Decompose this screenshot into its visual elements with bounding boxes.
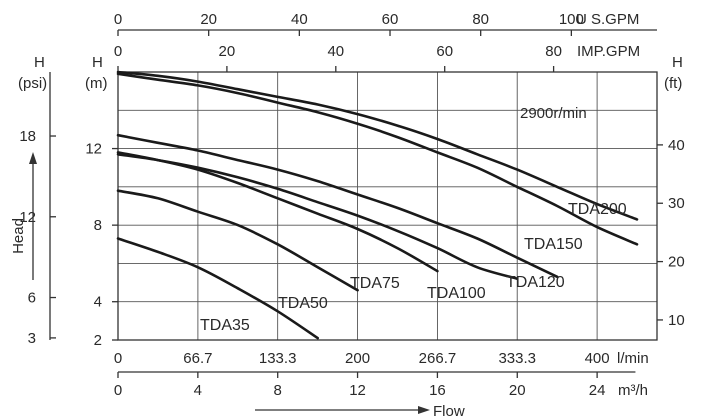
flow-axis-label: Flow <box>433 403 465 419</box>
curve-tda50 <box>116 189 359 292</box>
head-m-tick-label: 2 <box>94 332 102 349</box>
m3h-unit: m³/h <box>618 382 648 399</box>
impgpm-tick-label: 60 <box>436 43 453 60</box>
usgpm-tick-label: 80 <box>472 11 489 28</box>
impgpm-tick-label: 80 <box>545 43 562 60</box>
impgpm-tick-label: 40 <box>327 43 344 60</box>
curve-tda150 <box>116 72 639 246</box>
curve-label-tda200: TDA200 <box>568 201 627 218</box>
impgpm-tick-label: 0 <box>114 43 122 60</box>
lmin-tick-label: 133.3 <box>259 350 297 367</box>
head-m-tick-label: 4 <box>94 294 102 311</box>
ft-tick-label: 20 <box>668 254 685 271</box>
usgpm-tick-label: 20 <box>200 11 217 28</box>
flow-arrow-icon <box>418 406 430 414</box>
curve-label-tda120: TDA120 <box>506 274 565 291</box>
m3h-tick-label: 4 <box>194 382 202 399</box>
head-arrow-icon <box>29 152 37 164</box>
impgpm-tick-label: 20 <box>219 43 236 60</box>
lmin-tick-label: 200 <box>345 350 370 367</box>
ft-tick-label: 30 <box>668 195 685 212</box>
ft-tick-label: 40 <box>668 137 685 154</box>
flow-axis-name: Flow <box>255 403 465 419</box>
speed-note: 2900r/min <box>520 105 587 122</box>
usgpm-tick-label: 40 <box>291 11 308 28</box>
lmin-tick-label: 400 <box>585 350 610 367</box>
ft-tick-label: 10 <box>668 312 685 329</box>
curve-tda120 <box>116 133 559 279</box>
head-ft-unit: (ft) <box>664 75 682 92</box>
m3h-tick-label: 8 <box>274 382 282 399</box>
head-axis-label: Head <box>10 218 27 254</box>
lmin-tick-label: 266.7 <box>419 350 457 367</box>
psi-tick-label: 18 <box>19 128 36 145</box>
curve-label-tda100: TDA100 <box>427 285 486 302</box>
m3h-tick-label: 24 <box>589 382 606 399</box>
usgpm-tick-label: 60 <box>382 11 399 28</box>
m3h-tick-label: 20 <box>509 382 526 399</box>
head-psi-unit: (psi) <box>18 75 47 92</box>
head-m-tick-label: 12 <box>85 141 102 158</box>
curve-tda35 <box>116 237 319 340</box>
lmin-tick-label: 66.7 <box>183 350 212 367</box>
head-m-label: H <box>92 54 103 71</box>
head-m-tick-label: 8 <box>94 217 102 234</box>
curve-labels: TDA35 TDA50 TDA75 TDA100 TDA120 TDA150 TDA200 <box>200 201 627 334</box>
head-ft-label: H <box>672 54 683 71</box>
m3h-tick-label: 16 <box>429 382 446 399</box>
curve-label-tda75: TDA75 <box>350 275 400 292</box>
psi-tick-label: 6 <box>28 290 36 307</box>
lmin-tick-label: 0 <box>114 350 122 367</box>
lmin-tick-label: 333.3 <box>498 350 536 367</box>
usgpm-tick-label: 100 <box>559 11 584 28</box>
head-psi-label: H <box>34 54 45 71</box>
plot-frame <box>117 71 658 341</box>
curve-tda200 <box>116 70 639 221</box>
m3h-tick-label: 0 <box>114 382 122 399</box>
head-axis-name: Head <box>10 152 37 280</box>
psi-tick-label: 3 <box>28 330 36 347</box>
psi-tick-label: 12 <box>19 209 36 226</box>
curve-tda100 <box>116 153 519 280</box>
impgpm-unit: IMP.GPM <box>577 43 640 60</box>
curve-label-tda150: TDA150 <box>524 236 583 253</box>
curve-label-tda50: TDA50 <box>278 295 328 312</box>
curve-label-tda35: TDA35 <box>200 317 250 334</box>
curves <box>116 70 639 340</box>
lmin-unit: l/min <box>617 350 649 367</box>
head-m-unit: (m) <box>85 75 108 92</box>
grid <box>118 72 657 340</box>
m3h-tick-label: 12 <box>349 382 366 399</box>
usgpm-tick-label: 0 <box>114 11 122 28</box>
usgpm-unit: U S.GPM <box>576 11 639 28</box>
